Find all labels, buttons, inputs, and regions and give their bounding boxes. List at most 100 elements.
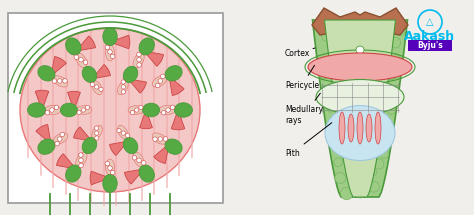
Circle shape (60, 132, 64, 137)
Ellipse shape (38, 66, 55, 81)
Circle shape (121, 80, 125, 84)
Circle shape (363, 103, 369, 109)
Circle shape (377, 103, 386, 112)
Ellipse shape (123, 66, 138, 83)
Circle shape (95, 136, 99, 140)
Circle shape (374, 159, 384, 169)
Ellipse shape (65, 165, 81, 182)
Circle shape (351, 176, 359, 184)
Ellipse shape (357, 112, 363, 144)
Ellipse shape (118, 81, 128, 95)
Ellipse shape (20, 28, 200, 192)
Circle shape (335, 172, 346, 183)
Ellipse shape (92, 81, 102, 95)
Circle shape (121, 131, 126, 135)
Circle shape (94, 126, 99, 130)
Circle shape (359, 70, 367, 78)
Ellipse shape (92, 125, 102, 139)
Circle shape (381, 125, 392, 137)
Circle shape (370, 169, 377, 175)
Circle shape (79, 163, 83, 168)
Wedge shape (140, 110, 153, 129)
Wedge shape (51, 57, 66, 76)
Circle shape (352, 101, 358, 108)
Text: Pith: Pith (285, 123, 332, 158)
Circle shape (164, 137, 168, 141)
Circle shape (74, 55, 79, 59)
Circle shape (348, 35, 354, 41)
Circle shape (155, 83, 160, 88)
Wedge shape (76, 36, 95, 51)
Circle shape (379, 54, 386, 60)
Ellipse shape (118, 125, 128, 139)
Circle shape (90, 82, 94, 87)
Circle shape (332, 88, 339, 95)
Circle shape (366, 85, 373, 91)
Ellipse shape (339, 112, 345, 144)
Wedge shape (154, 144, 169, 163)
Circle shape (377, 34, 389, 46)
Circle shape (130, 111, 135, 115)
Circle shape (322, 32, 330, 41)
Wedge shape (110, 35, 130, 49)
Circle shape (374, 112, 382, 120)
Circle shape (380, 18, 387, 26)
Circle shape (105, 45, 109, 50)
Circle shape (354, 135, 367, 148)
Circle shape (57, 79, 62, 83)
Polygon shape (325, 20, 395, 197)
Circle shape (393, 23, 406, 35)
Circle shape (83, 60, 88, 64)
Ellipse shape (60, 103, 77, 117)
Ellipse shape (152, 133, 167, 144)
Circle shape (359, 47, 370, 57)
Bar (8, 13, 223, 203)
Polygon shape (312, 20, 408, 197)
Ellipse shape (106, 45, 115, 61)
Ellipse shape (375, 112, 381, 144)
Circle shape (348, 17, 357, 26)
Circle shape (385, 68, 397, 80)
Circle shape (368, 181, 379, 192)
Text: Medullary
rays: Medullary rays (285, 93, 323, 125)
Ellipse shape (308, 53, 412, 81)
Ellipse shape (165, 66, 182, 81)
Circle shape (54, 105, 59, 110)
Circle shape (340, 187, 353, 200)
Circle shape (57, 137, 62, 141)
Circle shape (359, 81, 366, 88)
Circle shape (161, 74, 165, 79)
Circle shape (158, 79, 163, 83)
Wedge shape (35, 90, 49, 110)
Circle shape (79, 158, 83, 163)
Circle shape (364, 123, 374, 133)
Ellipse shape (53, 76, 68, 87)
Ellipse shape (325, 106, 395, 161)
Circle shape (341, 75, 351, 85)
Circle shape (139, 105, 143, 110)
Circle shape (333, 46, 341, 53)
Circle shape (110, 170, 115, 175)
Wedge shape (90, 171, 110, 185)
Circle shape (356, 46, 364, 54)
Circle shape (166, 108, 170, 112)
Circle shape (390, 37, 401, 48)
Ellipse shape (123, 137, 138, 154)
Ellipse shape (348, 114, 354, 142)
Wedge shape (36, 124, 51, 144)
Circle shape (137, 52, 141, 57)
Ellipse shape (139, 38, 155, 55)
Ellipse shape (128, 106, 144, 114)
Ellipse shape (53, 133, 68, 144)
Circle shape (357, 112, 366, 121)
Ellipse shape (133, 53, 144, 68)
Circle shape (52, 79, 57, 83)
Circle shape (94, 131, 99, 135)
Circle shape (55, 141, 59, 146)
Circle shape (339, 99, 347, 107)
Text: Pericycle: Pericycle (285, 65, 319, 89)
Circle shape (105, 161, 109, 166)
Circle shape (79, 153, 83, 157)
Text: Cortex: Cortex (285, 48, 315, 57)
Circle shape (377, 65, 384, 71)
